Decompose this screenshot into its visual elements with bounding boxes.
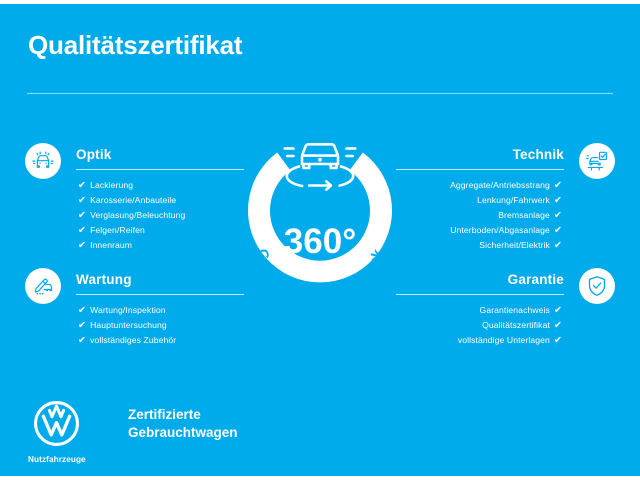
service-pen-car-icon [25, 268, 61, 304]
list-item: ✔ Verglasung/Beleuchtung [78, 208, 185, 223]
section-garantie-title: Garantie [507, 272, 564, 287]
car-wash-icon [25, 143, 61, 179]
page-title: Qualitätszertifikat [28, 30, 243, 60]
shield-check-icon [579, 268, 615, 304]
list-item: Garantienachweis ✔ [458, 303, 562, 318]
footer-text: Zertifizierte Gebrauchtwagen [128, 406, 238, 442]
list-item-label: Lackierung [90, 180, 134, 190]
list-item-label: Innenraum [90, 240, 133, 250]
vw-logo-subtitle: Nutzfahrzeuge [28, 455, 86, 464]
list-item-label: Wartung/Inspektion [90, 305, 166, 315]
section-optik: Optik ✔ Lackierung ✔ Karosserie/Anbauteile… [76, 147, 246, 251]
list-item-label: Lenkung/Fahrwerk [477, 195, 550, 205]
list-item: ✔ Karosserie/Anbauteile [78, 193, 185, 208]
check-icon: ✔ [553, 335, 562, 346]
certificate-canvas: Qualitätszertifikat [0, 4, 640, 476]
section-garantie-head: Garantie [374, 272, 564, 298]
section-wartung-divider [76, 294, 244, 295]
section-garantie-divider [396, 294, 564, 295]
section-optik-title: Optik [76, 147, 112, 162]
footer: Nutzfahrzeuge Zertifizierte Gebrauchtwag… [28, 400, 238, 464]
check-icon: ✔ [78, 180, 87, 191]
section-garantie-list: Garantienachweis ✔ Qualitätszertifikat ✔ v… [458, 303, 562, 348]
list-item: Sicherheit/Elektrik ✔ [450, 238, 562, 253]
section-wartung-title: Wartung [76, 272, 132, 287]
section-wartung-list: ✔ Wartung/Inspektion ✔ Hauptuntersuchung ✔… [78, 303, 176, 348]
footer-line-1: Zertifizierte [128, 407, 201, 422]
list-item-label: Hauptuntersuchung [90, 320, 167, 330]
section-optik-list: ✔ Lackierung ✔ Karosserie/Anbauteile ✔ Verg… [78, 178, 185, 253]
check-icon: ✔ [553, 225, 562, 236]
check-icon: ✔ [78, 320, 87, 331]
car-lift-checklist-icon [579, 143, 615, 179]
list-item-label: Sicherheit/Elektrik [479, 240, 550, 250]
section-optik-divider [76, 169, 244, 170]
section-technik-divider [396, 169, 564, 170]
check-icon: ✔ [553, 320, 562, 331]
list-item: Aggregate/Antriebsstrang ✔ [450, 178, 562, 193]
list-item: ✔ Hauptuntersuchung [78, 318, 176, 333]
check-icon: ✔ [553, 305, 562, 316]
list-item-label: Verglasung/Beleuchtung [90, 210, 186, 220]
section-wartung: Wartung ✔ Wartung/Inspektion ✔ Hauptunters… [76, 272, 246, 346]
list-item-label: Felgen/Reifen [90, 225, 145, 235]
check-icon: ✔ [78, 335, 87, 346]
check-icon: ✔ [553, 195, 562, 206]
list-item-label: vollständiges Zubehör [90, 335, 177, 345]
list-item: ✔ Felgen/Reifen [78, 223, 185, 238]
list-item: Unterboden/Abgasanlage ✔ [450, 223, 562, 238]
section-garantie: Garantie Garantienachweis ✔ Qualitätszert… [374, 272, 564, 346]
ring-shape [247, 152, 392, 283]
section-optik-head: Optik [76, 147, 246, 173]
list-item: ✔ Lackierung [78, 178, 185, 193]
section-technik: Technik Aggregate/Antriebsstrang ✔ Lenkun… [374, 147, 564, 251]
list-item: ✔ vollständiges Zubehör [78, 333, 176, 348]
check-icon: ✔ [553, 240, 562, 251]
check-icon: ✔ [78, 210, 87, 221]
list-item-label: vollständige Unterlagen [457, 335, 550, 345]
list-item-label: Karosserie/Anbauteile [90, 195, 177, 205]
check-icon: ✔ [553, 180, 562, 191]
check-icon: ✔ [78, 225, 87, 236]
list-item: Bremsanlage ✔ [450, 208, 562, 223]
list-item-label: Unterboden/Abgasanlage [450, 225, 550, 235]
list-item-label: Qualitätszertifikat [482, 320, 550, 330]
list-item: ✔ Innenraum [78, 238, 185, 253]
badge-value: 360° [284, 222, 356, 261]
check-icon: ✔ [78, 240, 87, 251]
list-item: Lenkung/Fahrwerk ✔ [450, 193, 562, 208]
360-check-badge: 360° Gebrauchtwagen-Check [225, 112, 415, 312]
footer-line-2: Gebrauchtwagen [128, 425, 238, 440]
vw-logo-block: Nutzfahrzeuge [28, 400, 86, 464]
section-wartung-head: Wartung [76, 272, 246, 298]
section-technik-title: Technik [512, 147, 564, 162]
list-item-label: Bremsanlage [498, 210, 550, 220]
section-technik-head: Technik [374, 147, 564, 173]
section-technik-list: Aggregate/Antriebsstrang ✔ Lenkung/Fahrwe… [450, 178, 562, 253]
car-rotate-360-icon [283, 143, 357, 191]
list-item-label: Aggregate/Antriebsstrang [450, 180, 550, 190]
check-icon: ✔ [78, 195, 87, 206]
list-item: vollständige Unterlagen ✔ [458, 333, 562, 348]
vw-logo-icon [33, 401, 79, 446]
list-item: Qualitätszertifikat ✔ [458, 318, 562, 333]
header-divider [27, 93, 613, 94]
list-item-label: Garantienachweis [479, 305, 550, 315]
check-icon: ✔ [553, 210, 562, 221]
check-icon: ✔ [78, 305, 87, 316]
list-item: ✔ Wartung/Inspektion [78, 303, 176, 318]
